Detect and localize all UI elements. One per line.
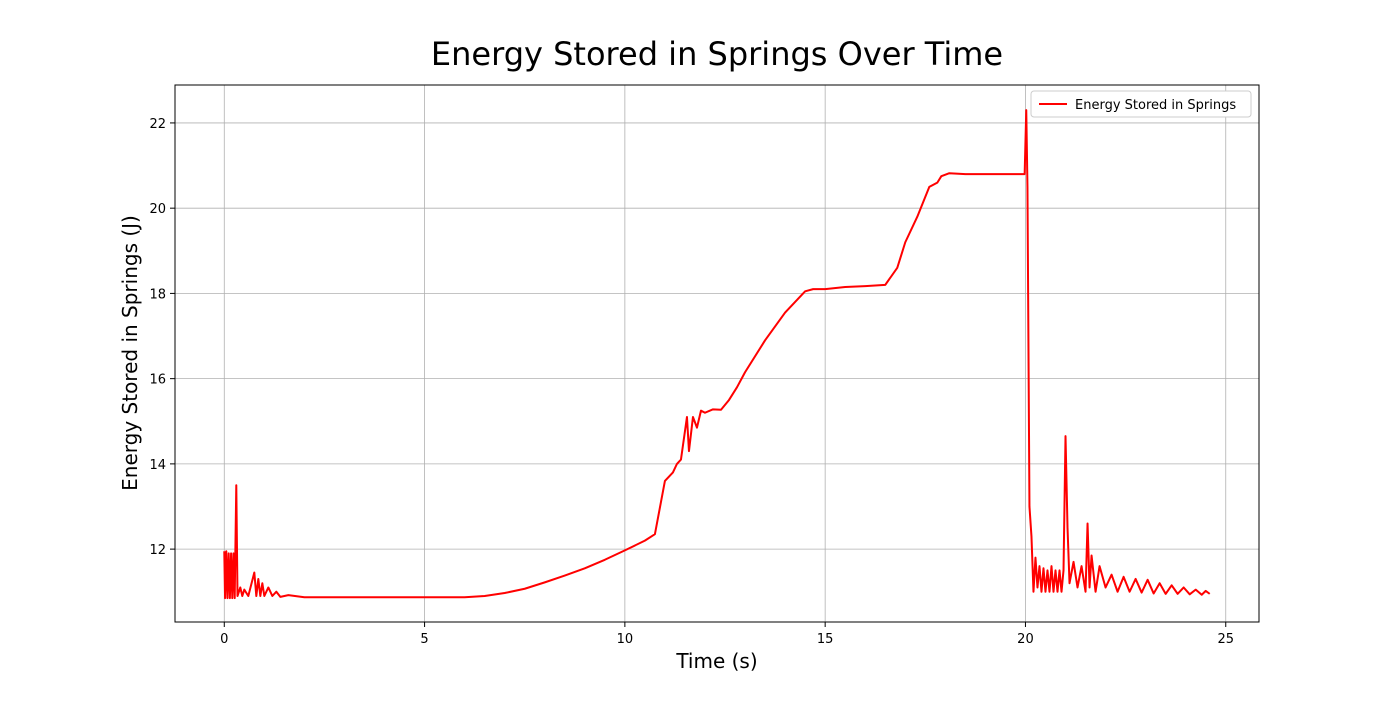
y-tick-label: 22 xyxy=(149,117,166,132)
x-tick-label: 20 xyxy=(1017,632,1034,647)
x-tick-label: 10 xyxy=(617,632,634,647)
line-series xyxy=(223,109,1211,600)
x-tick-label: 5 xyxy=(420,632,428,647)
x-tick-label: 0 xyxy=(220,632,228,647)
y-tick-label: 14 xyxy=(149,458,166,473)
x-axis-label: Time (s) xyxy=(675,649,757,673)
plot-frame xyxy=(174,84,1260,623)
y-tick-label: 16 xyxy=(149,373,166,388)
y-tick-label: 18 xyxy=(149,287,166,302)
x-tick-label: 15 xyxy=(817,632,834,647)
chart-title: Energy Stored in Springs Over Time xyxy=(431,35,1003,73)
legend-label: Energy Stored in Springs xyxy=(1075,98,1236,113)
x-tick-label: 25 xyxy=(1217,632,1234,647)
legend-box xyxy=(1030,90,1252,118)
y-axis-label: Energy Stored in Springs (J) xyxy=(118,215,142,491)
y-tick-label: 20 xyxy=(149,202,166,217)
y-tick-label: 12 xyxy=(149,543,166,558)
